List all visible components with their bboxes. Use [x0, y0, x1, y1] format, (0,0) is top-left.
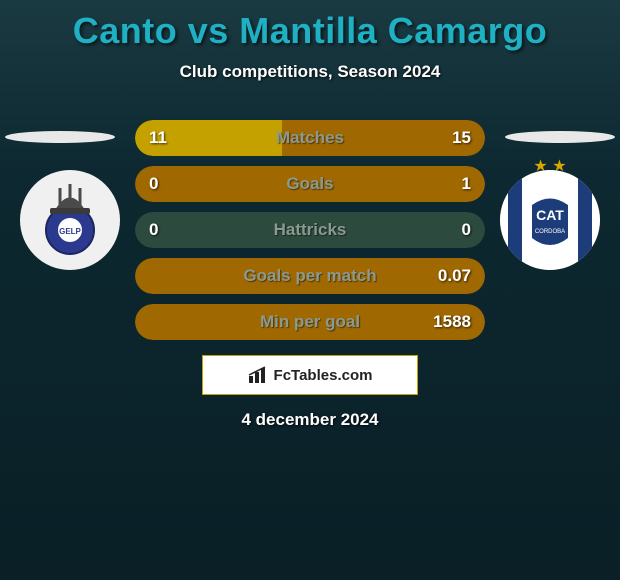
talleres-crest-icon: CAT CORDOBA — [500, 170, 600, 270]
badge-circle-left: GELP — [20, 170, 120, 270]
brand-box[interactable]: FcTables.com — [202, 355, 418, 395]
stat-label: Matches — [135, 128, 485, 148]
stat-label: Goals — [135, 174, 485, 194]
page-subtitle: Club competitions, Season 2024 — [0, 62, 620, 82]
stat-value-right: 15 — [452, 128, 471, 148]
brand-text: FcTables.com — [274, 367, 373, 384]
bars-icon — [248, 366, 268, 384]
team-badge-right: ★ ★ CAT CORDOBA — [500, 170, 600, 270]
stat-row: Matches11 15 — [135, 120, 485, 156]
stat-row: Min per goal1588 — [135, 304, 485, 340]
player-slot-left — [5, 131, 115, 143]
stat-label: Hattricks — [135, 220, 485, 240]
date-text: 4 december 2024 — [0, 410, 620, 430]
stat-label: Goals per match — [135, 266, 485, 286]
stat-value-right: 1 — [462, 174, 471, 194]
badge-circle-right: CAT CORDOBA — [500, 170, 600, 270]
stat-value-left: 0 — [149, 220, 158, 240]
stat-row: Goals0 1 — [135, 166, 485, 202]
gimnasia-crest-icon: GELP — [30, 180, 110, 260]
player-slot-right — [505, 131, 615, 143]
svg-text:CAT: CAT — [536, 207, 564, 223]
stats-container: Matches1115Goals01Hattricks00Goals per m… — [135, 120, 485, 350]
svg-text:GELP: GELP — [59, 227, 81, 236]
team-badge-left: GELP — [20, 170, 120, 270]
stat-row: Goals per match0.07 — [135, 258, 485, 294]
stat-value-left: 11 — [149, 128, 167, 148]
stat-value-right: 0.07 — [438, 266, 471, 286]
stat-value-left: 0 — [149, 174, 158, 194]
svg-text:CORDOBA: CORDOBA — [535, 229, 565, 235]
page-title: Canto vs Mantilla Camargo — [0, 0, 620, 52]
stat-value-right: 0 — [462, 220, 471, 240]
stat-row: Hattricks0 0 — [135, 212, 485, 248]
stat-value-right: 1588 — [433, 312, 471, 332]
